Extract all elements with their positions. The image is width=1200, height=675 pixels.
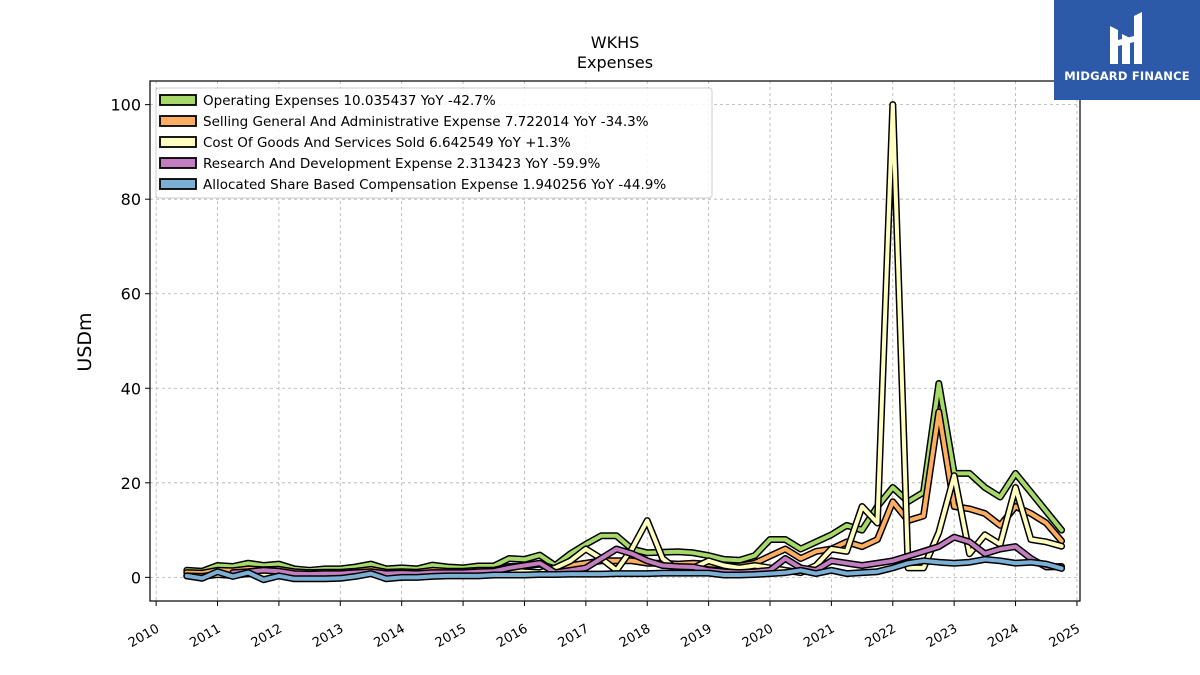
x-tick-label: 2017 <box>556 621 592 651</box>
legend-entry-3: Cost Of Goods And Services Sold 6.642549… <box>203 135 571 151</box>
x-tick-label: 2016 <box>494 621 530 651</box>
chart-title: WKHS <box>591 33 640 52</box>
x-tick-label: 2025 <box>1047 621 1083 651</box>
x-tick-label: 2022 <box>863 621 899 651</box>
legend-swatch-4 <box>159 157 197 169</box>
x-tick-label: 2010 <box>126 621 162 651</box>
legend-box <box>155 87 713 199</box>
legend-swatch-5 <box>159 178 197 190</box>
x-tick-label: 2013 <box>310 621 346 651</box>
legend-entry-1: Operating Expenses 10.035437 YoY -42.7% <box>203 93 496 109</box>
x-tick-label: 2023 <box>924 621 960 651</box>
legend-entry-2: Selling General And Administrative Expen… <box>203 114 649 130</box>
brand-logo: MIDGARD FINANCE <box>1054 0 1200 100</box>
x-tick-label: 2014 <box>372 621 408 651</box>
series-line-5 <box>184 557 1064 582</box>
series-group <box>183 101 1066 584</box>
x-tick-label: 2012 <box>249 621 285 651</box>
x-tick-label: 2018 <box>617 621 653 651</box>
x-ticks: 2010 2011 2012 2013 2014 2015 2016 2017 2018 2019… <box>126 601 1083 651</box>
legend-swatch-3 <box>159 136 197 148</box>
x-tick-label: 2021 <box>801 621 837 651</box>
plot-frame <box>149 80 1081 602</box>
x-tick-label: 2020 <box>740 621 776 651</box>
x-tick-label: 2019 <box>678 621 714 651</box>
chart-subtitle: Expenses <box>577 53 653 72</box>
legend-entry-5: Allocated Share Based Compensation Expen… <box>203 177 666 193</box>
x-tick-label: 2011 <box>187 621 223 651</box>
y-tick-label: 60 <box>121 285 141 304</box>
legend-entry-4: Research And Development Expense 2.31342… <box>203 156 601 172</box>
y-tick-label: 0 <box>131 568 141 587</box>
logo-mark-icon <box>1110 12 1142 64</box>
x-tick-label: 2024 <box>985 621 1021 651</box>
y-tick-label: 40 <box>121 379 141 398</box>
logo-text: MIDGARD FINANCE <box>1064 69 1190 83</box>
y-tick-label: 100 <box>110 96 141 115</box>
y-tick-label: 80 <box>121 190 141 209</box>
legend: Operating Expenses 10.035437 YoY -42.7% S… <box>155 87 713 199</box>
legend-swatch-1 <box>159 94 197 106</box>
y-tick-label: 20 <box>121 474 141 493</box>
y-axis-label: USDm <box>74 312 96 371</box>
y-ticks: 0 20 40 60 80 100 <box>110 96 150 587</box>
x-tick-label: 2015 <box>433 621 469 651</box>
legend-swatch-2 <box>159 115 197 127</box>
